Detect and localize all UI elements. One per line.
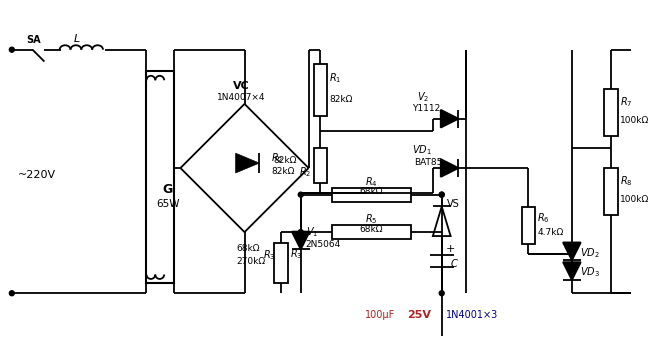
Text: $R_6$: $R_6$ xyxy=(537,211,550,224)
Circle shape xyxy=(439,192,444,197)
Text: SA: SA xyxy=(27,35,41,45)
Text: 65W: 65W xyxy=(156,199,180,210)
Text: $V_1$: $V_1$ xyxy=(306,225,318,239)
Text: 82kΩ: 82kΩ xyxy=(271,167,295,176)
Text: 82kΩ: 82kΩ xyxy=(329,95,353,104)
Bar xyxy=(313,148,327,183)
Text: 270kΩ: 270kΩ xyxy=(236,257,266,266)
Text: $R_2$: $R_2$ xyxy=(271,151,283,165)
Polygon shape xyxy=(441,159,458,177)
Bar xyxy=(522,208,535,244)
Text: $VD_3$: $VD_3$ xyxy=(580,266,599,280)
Bar xyxy=(332,225,411,239)
Circle shape xyxy=(298,230,303,235)
Text: $R_3$: $R_3$ xyxy=(263,248,276,262)
Text: BAT85: BAT85 xyxy=(414,158,443,167)
Text: $VD_1$: $VD_1$ xyxy=(412,143,432,157)
Bar xyxy=(274,243,288,283)
Bar xyxy=(605,168,618,215)
Text: $L$: $L$ xyxy=(73,32,80,44)
Polygon shape xyxy=(563,262,581,280)
Text: 100μF: 100μF xyxy=(365,310,395,320)
Text: ~220V: ~220V xyxy=(18,170,56,180)
Text: $C$: $C$ xyxy=(450,257,458,269)
Text: 25V: 25V xyxy=(407,310,431,320)
Text: 100kΩ: 100kΩ xyxy=(620,116,650,125)
Circle shape xyxy=(298,192,303,197)
Circle shape xyxy=(439,291,444,296)
Bar xyxy=(313,64,327,116)
Polygon shape xyxy=(292,232,310,249)
Text: 68kΩ: 68kΩ xyxy=(360,225,383,234)
Text: 82kΩ: 82kΩ xyxy=(273,155,296,165)
Text: $V_2$: $V_2$ xyxy=(417,90,429,104)
Text: 100kΩ: 100kΩ xyxy=(620,195,650,204)
Text: $R_1$: $R_1$ xyxy=(329,72,342,86)
Text: 4.7kΩ: 4.7kΩ xyxy=(537,228,564,237)
Text: 1N4001×3: 1N4001×3 xyxy=(446,310,498,320)
Polygon shape xyxy=(563,242,581,260)
Polygon shape xyxy=(236,153,259,173)
Text: VS: VS xyxy=(447,198,460,209)
Bar xyxy=(605,89,618,136)
Text: $R_3$: $R_3$ xyxy=(290,247,302,261)
Polygon shape xyxy=(441,110,458,127)
Text: $R_7$: $R_7$ xyxy=(620,95,633,109)
Text: +: + xyxy=(446,244,455,254)
Text: $R_4$: $R_4$ xyxy=(365,175,377,189)
Text: $VD_2$: $VD_2$ xyxy=(580,246,599,260)
Text: $R_2$: $R_2$ xyxy=(299,165,311,179)
Text: $R_8$: $R_8$ xyxy=(620,174,633,188)
Circle shape xyxy=(439,192,444,197)
Text: $R_5$: $R_5$ xyxy=(365,212,377,226)
Text: Y1112: Y1112 xyxy=(412,104,440,113)
Circle shape xyxy=(9,47,14,52)
Text: 68kΩ: 68kΩ xyxy=(236,244,260,254)
Text: G: G xyxy=(163,183,173,196)
Bar xyxy=(146,71,174,283)
Circle shape xyxy=(9,291,14,296)
Bar xyxy=(332,188,411,201)
Text: 68kΩ: 68kΩ xyxy=(360,187,383,196)
Text: 1N4007×4: 1N4007×4 xyxy=(217,93,265,101)
Text: VC: VC xyxy=(232,81,249,91)
Text: 2N5064: 2N5064 xyxy=(306,240,341,249)
